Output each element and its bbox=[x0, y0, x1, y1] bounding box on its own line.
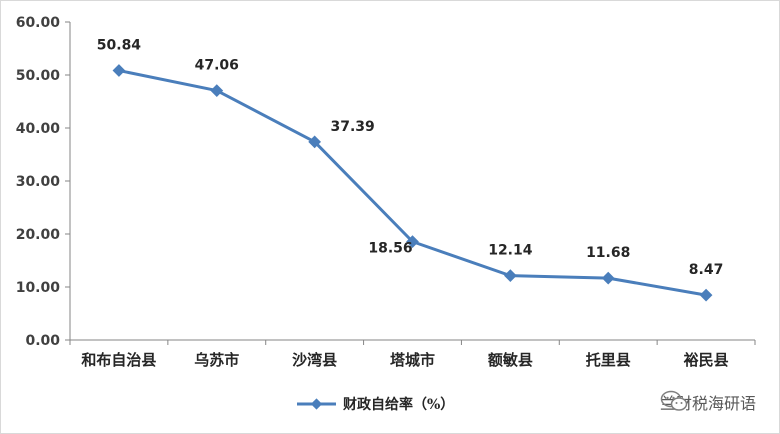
x-tick-label: 额敏县 bbox=[488, 351, 533, 369]
wechat-icon bbox=[660, 390, 688, 411]
y-tick-label: 0.00 bbox=[25, 333, 60, 349]
y-tick-label: 40.00 bbox=[16, 121, 61, 137]
data-label: 12.14 bbox=[488, 243, 533, 259]
x-tick-label: 裕民县 bbox=[683, 351, 729, 369]
y-tick-label: 20.00 bbox=[16, 227, 61, 243]
data-label: 8.47 bbox=[689, 262, 724, 278]
data-label: 47.06 bbox=[195, 58, 239, 74]
y-axis: 0.00 10.00 20.00 30.00 40.00 50.00 60.00 bbox=[16, 15, 71, 349]
y-tick-label: 10.00 bbox=[16, 280, 61, 296]
data-point bbox=[406, 235, 419, 248]
data-point bbox=[601, 271, 615, 285]
data-label: 18.56 bbox=[368, 241, 412, 257]
x-tick-label: 和布自治县 bbox=[81, 351, 156, 369]
data-label: 50.84 bbox=[97, 38, 142, 54]
y-tick-label: 50.00 bbox=[16, 68, 61, 84]
x-tick-label: 塔城市 bbox=[390, 351, 435, 369]
data-point bbox=[503, 269, 517, 283]
data-point bbox=[308, 135, 322, 149]
legend: 财政自给率（%） bbox=[297, 396, 454, 413]
data-point bbox=[112, 64, 126, 77]
series-line bbox=[118, 69, 707, 297]
x-tick-label: 沙湾县 bbox=[292, 351, 337, 369]
watermark: 兰财税海研语 bbox=[660, 390, 756, 414]
legend-marker bbox=[310, 398, 323, 410]
data-point bbox=[210, 84, 224, 97]
x-axis: 和布自治县 乌苏市 沙湾县 塔城市 额敏县 托里县 裕民县 bbox=[69, 339, 756, 369]
x-tick-label: 托里县 bbox=[586, 351, 631, 369]
data-label: 37.39 bbox=[330, 119, 374, 135]
x-tick-label: 乌苏市 bbox=[194, 351, 239, 369]
data-label: 11.68 bbox=[586, 245, 630, 261]
series-group: 50.84 47.06 37.39 18.56 12.14 11.68 8.47 bbox=[97, 38, 724, 302]
y-tick-label: 30.00 bbox=[16, 174, 61, 190]
data-point bbox=[699, 288, 713, 302]
y-tick-label: 60.00 bbox=[16, 15, 61, 31]
legend-label: 财政自给率（%） bbox=[342, 396, 454, 413]
